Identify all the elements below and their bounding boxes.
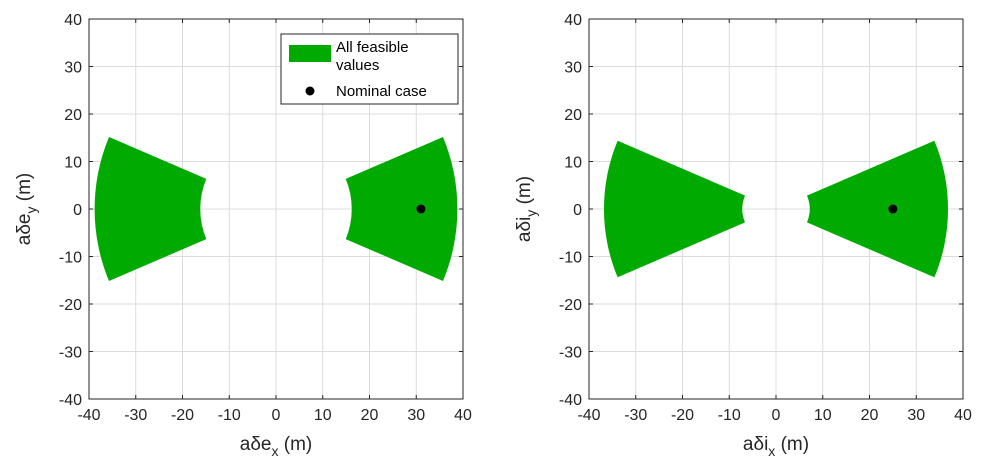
nominal-case-point [416,204,426,214]
y-tick-label: 10 [564,155,582,172]
x-tick-label: 0 [272,407,281,424]
y-tick-label: 10 [64,155,82,172]
legend-label-feasible-line1: All feasible [336,39,409,56]
x-tick-label: 0 [772,407,781,424]
right-plot: -40 -30 -20 -10 0 10 20 30 40 -40 -30 -20 -10 0 10 20 3… [514,12,972,459]
x-tick-label: -10 [718,407,741,424]
x-tick-label: -30 [624,407,647,424]
y-tick-label: -20 [59,297,82,314]
y-tick-label: 30 [64,60,82,77]
left-x-tick-labels: -40 -30 -20 -10 0 10 20 30 40 [77,407,472,424]
x-tick-label: 20 [361,407,379,424]
x-tick-label: -20 [671,407,694,424]
y-tick-label: 30 [564,60,582,77]
y-tick-label: -40 [59,392,82,409]
feasible-region-left [94,136,207,282]
legend-label-feasible-line2: values [336,57,379,74]
legend-patch-feasible [289,45,331,62]
left-y-axis-label: aδey (m) [14,173,39,245]
x-tick-label: -30 [124,407,147,424]
left-axes-frame [88,18,464,400]
y-tick-label: 20 [564,107,582,124]
y-tick-label: -10 [59,250,82,267]
right-x-tick-labels: -40 -30 -20 -10 0 10 20 30 40 [577,407,972,424]
feasible-region-right [345,136,458,282]
x-tick-label: 30 [407,407,425,424]
feasible-region-right [806,140,949,278]
right-y-axis-label: aδiy (m) [514,176,539,242]
y-tick-label: 0 [73,202,82,219]
left-feasible-regions [94,136,458,282]
y-tick-label: -30 [559,345,582,362]
x-tick-label: 10 [814,407,832,424]
legend-marker-nominal [305,86,315,96]
y-tick-label: 40 [564,12,582,29]
x-tick-label: 40 [954,407,972,424]
feasible-region-left [603,140,746,278]
legend: All feasible values Nominal case [280,33,459,105]
x-tick-label: 40 [454,407,472,424]
right-axes-frame [588,18,964,400]
y-tick-label: -30 [59,345,82,362]
right-x-axis-label: aδix (m) [743,434,809,459]
right-y-tick-labels: -40 -30 -20 -10 0 10 20 30 40 [559,12,582,409]
nominal-case-point [888,204,898,214]
x-tick-label: 20 [861,407,879,424]
right-feasible-regions [603,140,949,278]
x-tick-label: -40 [77,407,100,424]
y-tick-label: 40 [64,12,82,29]
x-tick-label: 30 [907,407,925,424]
x-tick-label: -20 [171,407,194,424]
y-tick-label: 0 [573,202,582,219]
left-x-axis-label: aδex (m) [240,434,312,459]
y-tick-label: 20 [64,107,82,124]
right-nominal-points [888,204,898,214]
y-tick-label: -20 [559,297,582,314]
x-tick-label: -10 [218,407,241,424]
y-tick-label: -10 [559,250,582,267]
x-tick-label: 10 [314,407,332,424]
left-nominal-points [416,204,426,214]
y-tick-label: -40 [559,392,582,409]
left-plot: -40 -30 -20 -10 0 10 20 30 40 -40 -30 -20 -10 0 10 20 3… [14,12,472,459]
left-y-tick-labels: -40 -30 -20 -10 0 10 20 30 40 [59,12,82,409]
legend-label-nominal: Nominal case [336,83,427,100]
x-tick-label: -40 [577,407,600,424]
